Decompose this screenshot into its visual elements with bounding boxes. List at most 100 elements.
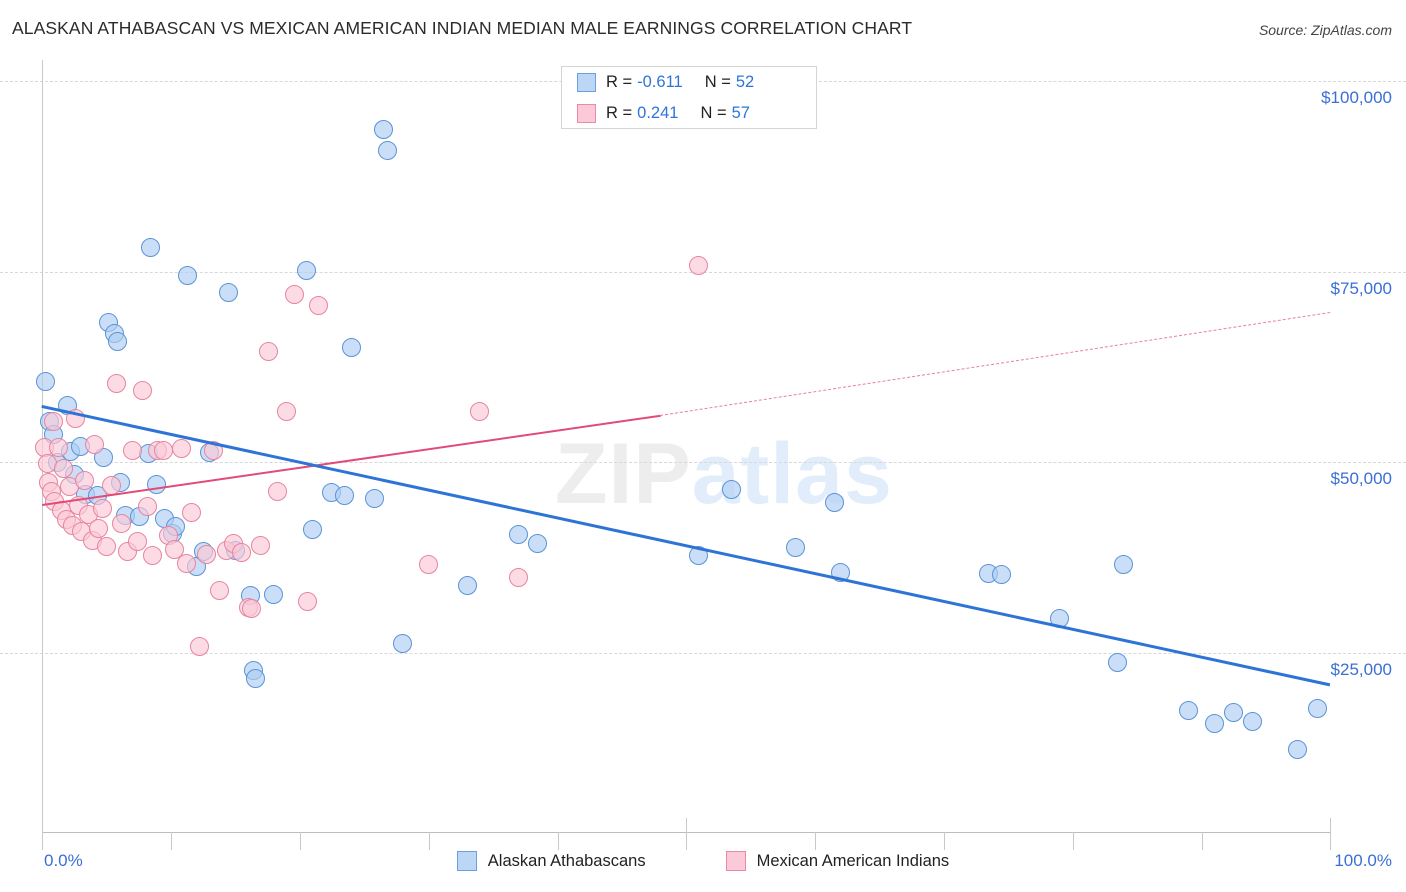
x-axis-min-label: 0.0% (44, 851, 83, 870)
data-point (127, 532, 147, 552)
trendline-mexican-american-indians-dashed (660, 312, 1331, 417)
series-legend: Alaskan Athabascans Mexican American Ind… (0, 851, 1406, 871)
x-tick-70 (944, 832, 945, 850)
x-axis-max-label: 100.0% (1334, 851, 1392, 870)
data-point (509, 524, 529, 544)
x-tick-90 (1202, 832, 1203, 850)
x-tick-40 (558, 832, 559, 850)
data-point (268, 481, 288, 501)
data-point (259, 342, 279, 362)
data-point (1114, 555, 1134, 575)
data-point (457, 575, 477, 595)
x-tick-50 (686, 818, 687, 850)
data-point (277, 401, 297, 421)
data-point (189, 636, 209, 656)
data-point (178, 265, 198, 285)
data-point (689, 256, 709, 276)
data-point (1288, 739, 1308, 759)
y-tick-label-75000: $75,000 (1330, 279, 1392, 298)
data-point (992, 564, 1012, 584)
data-point (1243, 712, 1263, 732)
page-title: ALASKAN ATHABASCAN VS MEXICAN AMERICAN I… (12, 18, 913, 38)
data-point (297, 592, 317, 612)
data-point (824, 493, 844, 513)
data-point (785, 538, 805, 558)
x-tick-100 (1330, 818, 1331, 850)
data-point (1178, 701, 1198, 721)
data-point (96, 537, 116, 557)
data-point (246, 668, 266, 688)
legend-label-mexican-american-indians: Mexican American Indians (756, 851, 950, 870)
legend-item-alaskan-athabascans[interactable]: Alaskan Athabascans (456, 851, 646, 871)
data-point (528, 533, 548, 553)
data-point (75, 471, 94, 491)
legend-swatch-pink (577, 104, 596, 123)
y-axis-title: Median Male Earnings (6, 0, 28, 104)
data-point (107, 373, 127, 393)
data-point (309, 295, 329, 315)
data-point (197, 545, 217, 565)
data-point (296, 260, 316, 280)
data-point (147, 474, 167, 494)
data-point (1204, 714, 1224, 734)
source-attribution: Source: ZipAtlas.com (1258, 22, 1392, 38)
data-point (49, 438, 69, 458)
data-point (153, 441, 173, 461)
data-point (1107, 653, 1127, 673)
data-point (85, 434, 105, 454)
y-tick-label-50000: $50,000 (1330, 469, 1392, 488)
data-point (36, 371, 56, 391)
legend-n-value-blue: 52 (735, 73, 755, 91)
data-point (122, 441, 142, 461)
legend-n-key-pink: N = (700, 104, 727, 122)
data-point (335, 485, 355, 505)
data-point (132, 381, 152, 401)
data-point (284, 285, 304, 305)
data-point (210, 580, 230, 600)
data-point (108, 332, 128, 352)
data-point (377, 140, 397, 160)
data-point (94, 448, 114, 468)
data-point (232, 542, 252, 562)
legend-n-key-blue: N = (704, 73, 731, 91)
data-point (242, 598, 262, 618)
data-point (1223, 702, 1243, 722)
legend-swatch-mexican-american-indians (725, 851, 746, 871)
legend-item-mexican-american-indians[interactable]: Mexican American Indians (725, 851, 950, 871)
y-tick-label-100000: $100,000 (1321, 88, 1392, 107)
data-point (203, 440, 223, 460)
legend-r-value-pink: 0.241 (637, 104, 679, 122)
data-point (393, 633, 413, 653)
data-point (165, 539, 185, 559)
x-tick-10 (171, 832, 172, 850)
data-point (171, 439, 191, 459)
legend-row-blue: R = -0.611 N = 52 (562, 67, 816, 98)
data-point (140, 237, 160, 257)
gridline-50000 (0, 462, 1406, 463)
data-point (341, 337, 361, 357)
data-point (418, 555, 438, 575)
legend-n-value-pink: 57 (731, 104, 750, 122)
x-tick-20 (300, 832, 301, 850)
data-point (143, 545, 163, 565)
x-tick-80 (1073, 832, 1074, 850)
data-point (138, 497, 158, 517)
plot-area (35, 60, 1331, 832)
legend-r-key-pink: R = (606, 104, 633, 122)
data-point (831, 563, 851, 583)
data-point (112, 513, 132, 533)
data-point (251, 535, 271, 555)
data-point (264, 584, 284, 604)
data-point (89, 519, 109, 539)
legend-swatch-alaskan-athabascans (456, 851, 477, 871)
legend-r-value-blue: -0.611 (637, 73, 683, 91)
legend-r-key-blue: R = (606, 73, 633, 91)
x-tick-30 (429, 832, 430, 850)
data-point (219, 282, 239, 302)
data-point (1307, 699, 1327, 719)
y-axis-title-wrap: Median Male Earnings (8, 60, 32, 832)
data-point (364, 488, 384, 508)
data-point (93, 498, 113, 518)
data-point (689, 545, 709, 565)
data-point (509, 567, 529, 587)
